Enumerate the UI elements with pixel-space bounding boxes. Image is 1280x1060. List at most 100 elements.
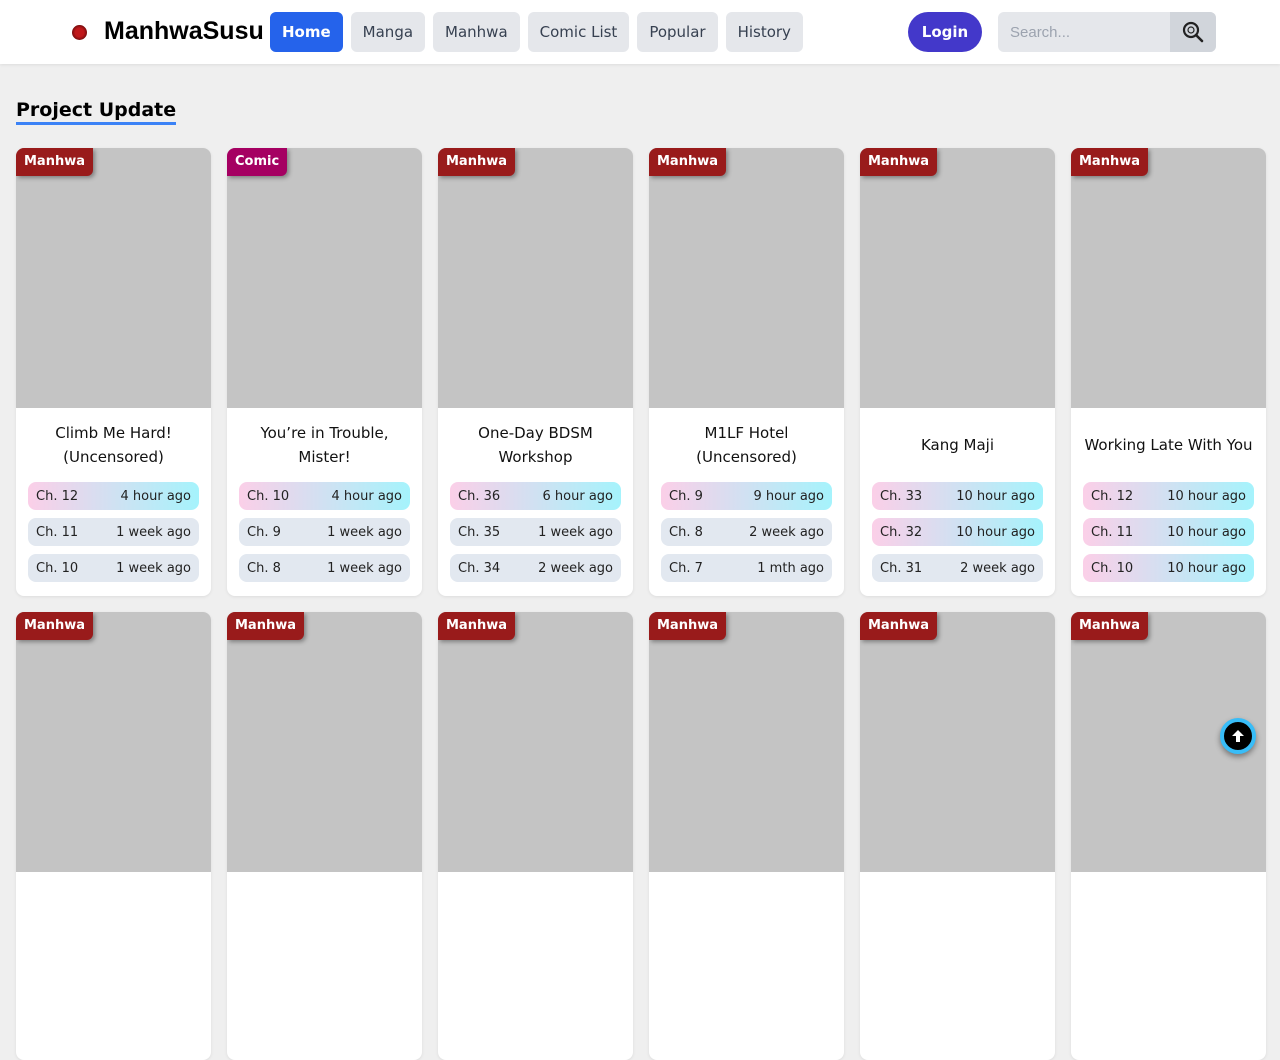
cover-image[interactable] bbox=[860, 148, 1055, 408]
comic-card[interactable]: Manhwa One-Day BDSM Workshop Ch. 36 6 hour … bbox=[438, 148, 633, 596]
chapter-link[interactable]: Ch. 8 2 week ago bbox=[661, 518, 832, 546]
site-header: ManhwaSusu Home Manga Manhwa Comic List Popu… bbox=[0, 0, 1280, 64]
nav-comic-list[interactable]: Comic List bbox=[527, 12, 630, 52]
arrow-up-icon bbox=[1232, 730, 1244, 742]
cover-image[interactable] bbox=[16, 148, 211, 408]
chapter-time: 1 week ago bbox=[538, 524, 613, 540]
chapter-number: Ch. 34 bbox=[458, 560, 501, 576]
chapter-time: 1 mth ago bbox=[757, 560, 824, 576]
chapter-time: 4 hour ago bbox=[331, 488, 402, 504]
chapter-link[interactable]: Ch. 9 9 hour ago bbox=[661, 482, 832, 510]
comic-title[interactable]: You’re in Trouble, Mister! bbox=[260, 424, 389, 466]
nav-history[interactable]: History bbox=[725, 12, 803, 52]
type-badge: Manhwa bbox=[649, 612, 727, 640]
comic-title[interactable]: One-Day BDSM Workshop bbox=[478, 424, 593, 466]
chapter-number: Ch. 8 bbox=[669, 524, 703, 540]
comic-card[interactable]: Manhwa M1LF Hotel (Uncensored) Ch. 9 9 hour… bbox=[649, 148, 844, 596]
comic-title[interactable]: Kang Maji bbox=[920, 436, 995, 454]
comic-card[interactable]: Manhwa bbox=[860, 612, 1055, 1060]
chapter-link[interactable]: Ch. 31 2 week ago bbox=[872, 554, 1043, 582]
comic-title[interactable]: Working Late With You bbox=[1084, 436, 1253, 454]
chapter-time: 4 hour ago bbox=[120, 488, 191, 504]
nav-manga[interactable]: Manga bbox=[350, 12, 426, 52]
comic-card[interactable]: Manhwa bbox=[1071, 612, 1266, 1060]
chapter-number: Ch. 12 bbox=[1091, 488, 1134, 504]
chapter-time: 1 week ago bbox=[327, 524, 402, 540]
chapter-number: Ch. 12 bbox=[36, 488, 79, 504]
chapter-time: 2 week ago bbox=[538, 560, 613, 576]
chapter-link[interactable]: Ch. 34 2 week ago bbox=[450, 554, 621, 582]
brand-logo[interactable]: ManhwaSusu bbox=[104, 17, 264, 45]
comic-card[interactable]: Manhwa bbox=[16, 612, 211, 1060]
chapter-time: 1 week ago bbox=[116, 560, 191, 576]
logo-icon[interactable] bbox=[72, 25, 87, 40]
cover-image[interactable] bbox=[438, 612, 633, 872]
chapter-link[interactable]: Ch. 10 10 hour ago bbox=[1083, 554, 1254, 582]
comic-card[interactable]: Manhwa Kang Maji Ch. 33 10 hour ago Ch. 32 10… bbox=[860, 148, 1055, 596]
chapter-link[interactable]: Ch. 36 6 hour ago bbox=[450, 482, 621, 510]
chapter-number: Ch. 11 bbox=[36, 524, 79, 540]
chapter-link[interactable]: Ch. 8 1 week ago bbox=[239, 554, 410, 582]
chapter-number: Ch. 33 bbox=[880, 488, 923, 504]
chapter-link[interactable]: Ch. 10 1 week ago bbox=[28, 554, 199, 582]
chapter-link[interactable]: Ch. 11 10 hour ago bbox=[1083, 518, 1254, 546]
comic-card[interactable]: Manhwa bbox=[438, 612, 633, 1060]
scroll-to-top-button[interactable] bbox=[1220, 718, 1256, 754]
chapter-link[interactable]: Ch. 33 10 hour ago bbox=[872, 482, 1043, 510]
comic-card[interactable]: Manhwa Climb Me Hard! (Uncensored) Ch. 12 4… bbox=[16, 148, 211, 596]
chapter-number: Ch. 10 bbox=[247, 488, 290, 504]
cover-image[interactable] bbox=[649, 612, 844, 872]
cover-image[interactable] bbox=[16, 612, 211, 872]
chapter-link[interactable]: Ch. 12 4 hour ago bbox=[28, 482, 199, 510]
chapter-number: Ch. 10 bbox=[1091, 560, 1134, 576]
type-badge: Comic bbox=[227, 148, 288, 176]
comic-card[interactable]: Comic You’re in Trouble, Mister! Ch. 10 4 h… bbox=[227, 148, 422, 596]
chapter-time: 6 hour ago bbox=[542, 488, 613, 504]
search-box bbox=[998, 12, 1216, 52]
nav-manhwa[interactable]: Manhwa bbox=[433, 12, 520, 52]
login-button[interactable]: Login bbox=[908, 12, 982, 52]
cover-image[interactable] bbox=[227, 148, 422, 408]
project-update-grid: Manhwa Climb Me Hard! (Uncensored) Ch. 12 4… bbox=[16, 148, 1266, 1060]
comic-card[interactable]: Manhwa bbox=[649, 612, 844, 1060]
chapter-link[interactable]: Ch. 35 1 week ago bbox=[450, 518, 621, 546]
chapter-link[interactable]: Ch. 12 10 hour ago bbox=[1083, 482, 1254, 510]
chapter-link[interactable]: Ch. 32 10 hour ago bbox=[872, 518, 1043, 546]
chapter-number: Ch. 31 bbox=[880, 560, 923, 576]
search-icon bbox=[1182, 21, 1204, 43]
chapter-number: Ch. 32 bbox=[880, 524, 923, 540]
cover-image[interactable] bbox=[438, 148, 633, 408]
chapter-link[interactable]: Ch. 11 1 week ago bbox=[28, 518, 199, 546]
comic-title[interactable]: Climb Me Hard! (Uncensored) bbox=[55, 424, 172, 466]
main-nav: Home Manga Manhwa Comic List Popular History bbox=[270, 12, 803, 52]
chapter-time: 9 hour ago bbox=[753, 488, 824, 504]
chapter-time: 1 week ago bbox=[327, 560, 402, 576]
chapter-number: Ch. 36 bbox=[458, 488, 501, 504]
chapter-link[interactable]: Ch. 9 1 week ago bbox=[239, 518, 410, 546]
nav-popular[interactable]: Popular bbox=[637, 12, 718, 52]
chapter-link[interactable]: Ch. 7 1 mth ago bbox=[661, 554, 832, 582]
chapter-time: 2 week ago bbox=[749, 524, 824, 540]
comic-title[interactable]: M1LF Hotel (Uncensored) bbox=[696, 424, 797, 466]
type-badge: Manhwa bbox=[16, 148, 94, 176]
comic-card[interactable]: Manhwa Working Late With You Ch. 12 10 hour… bbox=[1071, 148, 1266, 596]
type-badge: Manhwa bbox=[438, 148, 516, 176]
type-badge: Manhwa bbox=[1071, 612, 1149, 640]
section-title: Project Update bbox=[16, 99, 177, 125]
type-badge: Manhwa bbox=[227, 612, 305, 640]
chapter-time: 2 week ago bbox=[960, 560, 1035, 576]
comic-card[interactable]: Manhwa bbox=[227, 612, 422, 1060]
cover-image[interactable] bbox=[649, 148, 844, 408]
chapter-time: 10 hour ago bbox=[1167, 488, 1246, 504]
cover-image[interactable] bbox=[227, 612, 422, 872]
type-badge: Manhwa bbox=[860, 148, 938, 176]
chapter-link[interactable]: Ch. 10 4 hour ago bbox=[239, 482, 410, 510]
type-badge: Manhwa bbox=[16, 612, 94, 640]
cover-image[interactable] bbox=[860, 612, 1055, 872]
search-input[interactable] bbox=[998, 12, 1170, 52]
nav-home[interactable]: Home bbox=[270, 12, 343, 52]
chapter-time: 10 hour ago bbox=[956, 524, 1035, 540]
cover-image[interactable] bbox=[1071, 148, 1266, 408]
search-button[interactable] bbox=[1170, 12, 1216, 52]
chapter-time: 1 week ago bbox=[116, 524, 191, 540]
